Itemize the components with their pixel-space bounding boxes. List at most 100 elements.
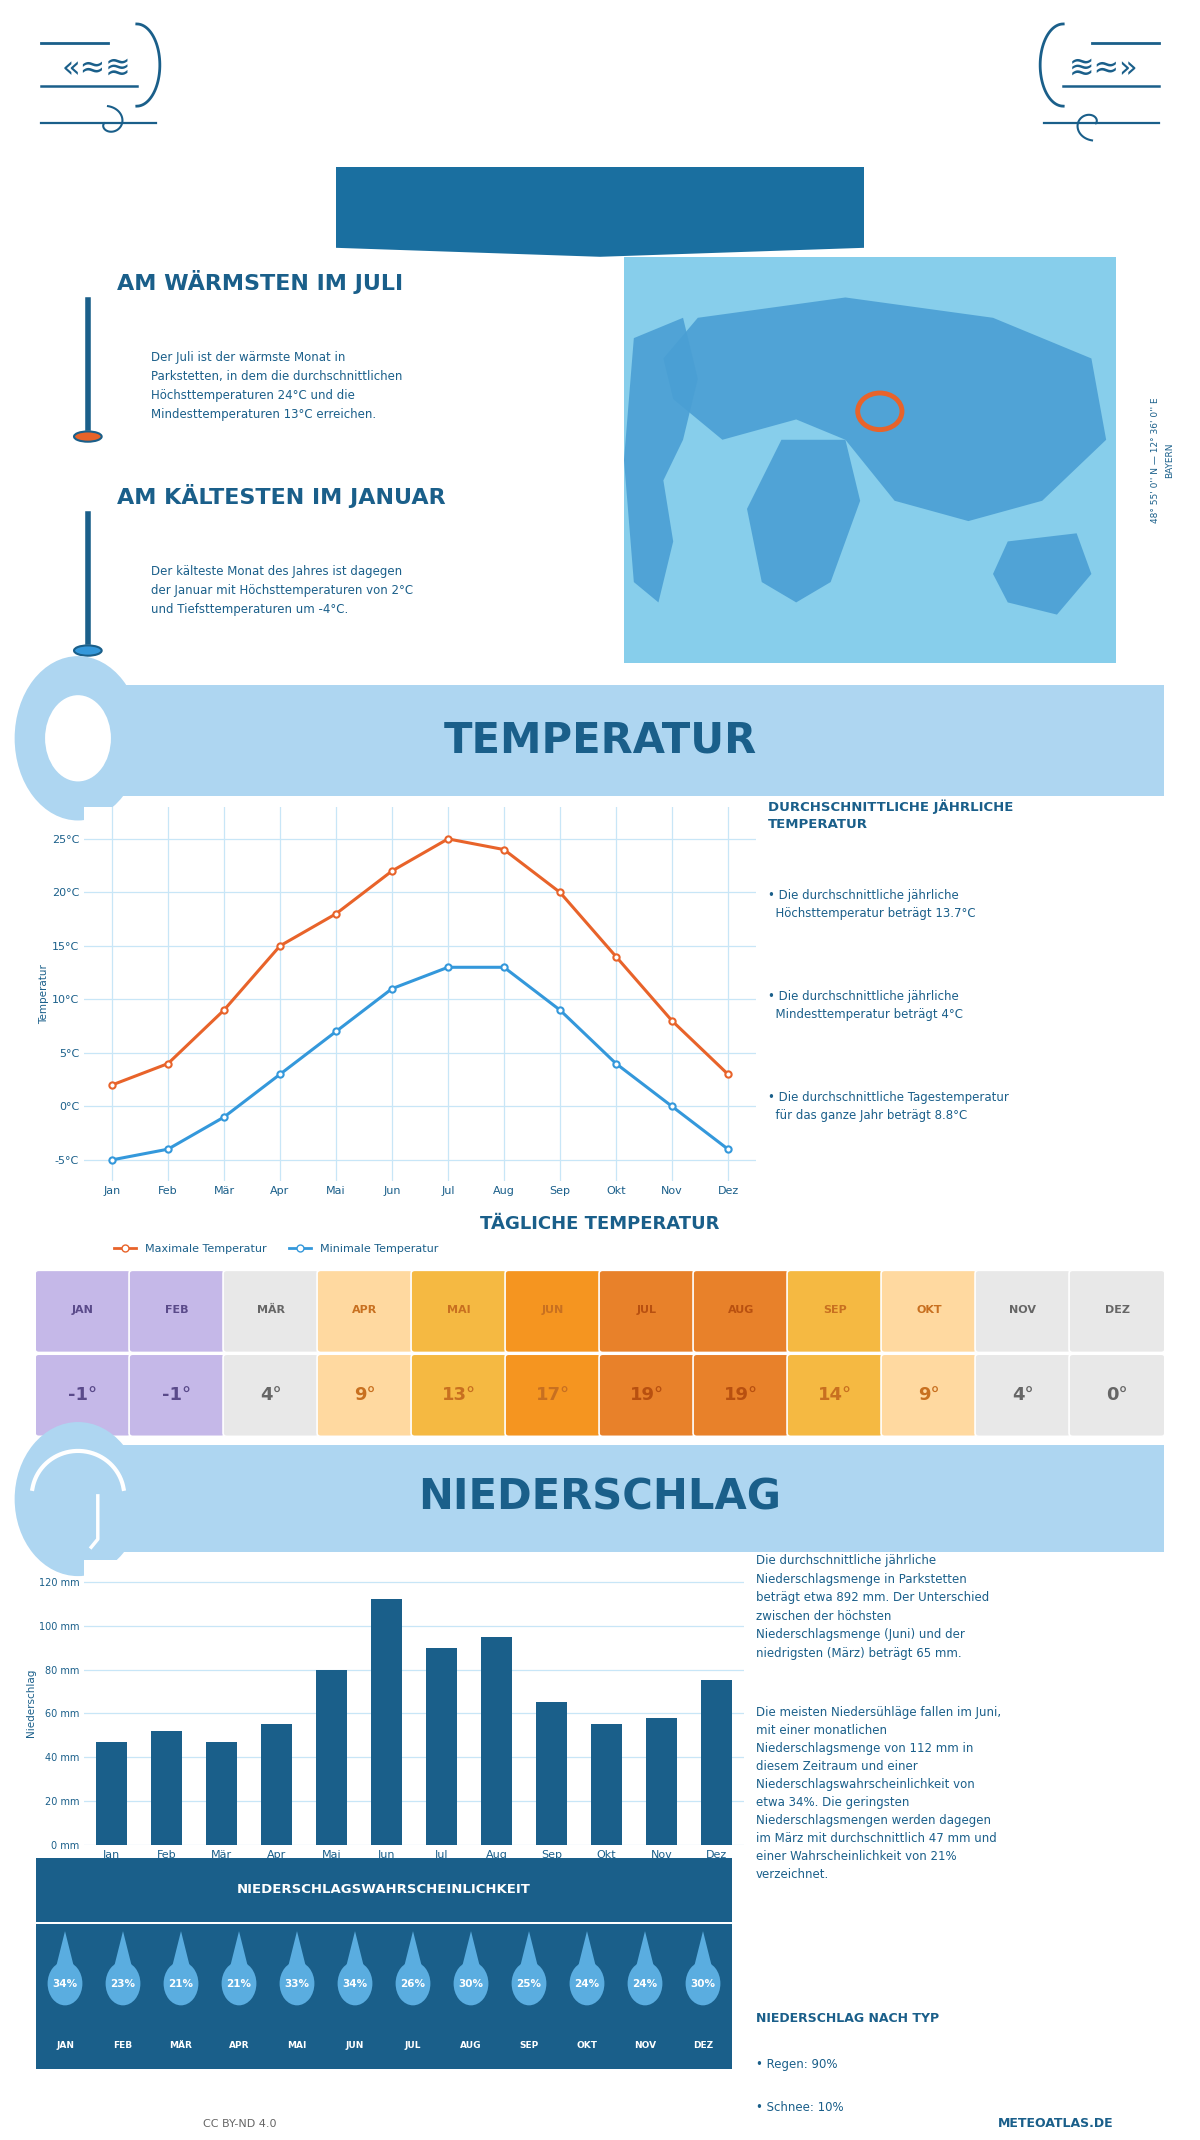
Text: 0°: 0° — [1106, 1387, 1128, 1404]
Bar — [262, 1725, 292, 1845]
FancyBboxPatch shape — [317, 1355, 413, 1436]
Polygon shape — [691, 1930, 715, 1980]
Text: • Die durchschnittliche jährliche
  Höchsttemperatur beträgt 13.7°C: • Die durchschnittliche jährliche Höchst… — [768, 890, 976, 920]
FancyBboxPatch shape — [13, 1442, 1187, 1554]
Text: MÄR: MÄR — [169, 2042, 192, 2050]
Text: AUG: AUG — [461, 2042, 481, 2050]
Circle shape — [106, 1962, 140, 2005]
Circle shape — [628, 1962, 662, 2005]
Circle shape — [163, 1962, 198, 2005]
Circle shape — [396, 1962, 431, 2005]
Bar — [426, 1648, 457, 1845]
Text: JUN: JUN — [542, 1305, 564, 1314]
Text: 13°: 13° — [442, 1387, 476, 1404]
Text: DEUTSCHLAND: DEUTSCHLAND — [542, 133, 658, 148]
Polygon shape — [746, 441, 860, 603]
Circle shape — [14, 657, 142, 820]
Text: PARKSTETTEN: PARKSTETTEN — [356, 30, 844, 90]
FancyBboxPatch shape — [22, 1855, 746, 1924]
Bar — [592, 1725, 622, 1845]
Text: 34%: 34% — [53, 1980, 78, 1988]
Text: 30%: 30% — [458, 1980, 484, 1988]
Text: JAN: JAN — [72, 1305, 94, 1314]
Polygon shape — [227, 1930, 251, 1980]
Text: 19°: 19° — [724, 1387, 758, 1404]
Text: JUN: JUN — [346, 2042, 364, 2050]
Text: CC BY-ND 4.0: CC BY-ND 4.0 — [203, 2119, 277, 2129]
Text: JUL: JUL — [637, 1305, 658, 1314]
Bar — [206, 1742, 236, 1845]
Text: 19°: 19° — [630, 1387, 664, 1404]
FancyBboxPatch shape — [223, 1355, 319, 1436]
Bar — [536, 1701, 566, 1845]
Text: DEZ: DEZ — [1104, 1305, 1129, 1314]
FancyBboxPatch shape — [881, 1271, 977, 1352]
Text: NIEDERSCHLAG: NIEDERSCHLAG — [419, 1477, 781, 1519]
Circle shape — [43, 693, 113, 783]
Text: 21%: 21% — [227, 1980, 252, 1988]
Text: NIEDERSCHLAGSWAHRSCHEINLICHKEIT: NIEDERSCHLAGSWAHRSCHEINLICHKEIT — [238, 1883, 530, 1896]
Polygon shape — [169, 1930, 193, 1980]
Text: • Die durchschnittliche jährliche
  Mindesttemperatur beträgt 4°C: • Die durchschnittliche jährliche Mindes… — [768, 991, 964, 1021]
FancyBboxPatch shape — [223, 1271, 319, 1352]
Bar — [317, 1669, 347, 1845]
FancyBboxPatch shape — [317, 1271, 413, 1352]
Polygon shape — [994, 533, 1092, 614]
Text: NOV: NOV — [1009, 1305, 1037, 1314]
Text: MAI: MAI — [448, 1305, 470, 1314]
Text: 4°: 4° — [260, 1387, 282, 1404]
FancyBboxPatch shape — [787, 1355, 883, 1436]
Bar — [151, 1731, 181, 1845]
Polygon shape — [53, 1930, 77, 1980]
Text: FEB: FEB — [166, 1305, 188, 1314]
Text: 24%: 24% — [575, 1980, 600, 1988]
Polygon shape — [336, 167, 864, 257]
Text: TÄGLICHE TEMPERATUR: TÄGLICHE TEMPERATUR — [480, 1216, 720, 1233]
Circle shape — [454, 1962, 488, 2005]
FancyBboxPatch shape — [1069, 1355, 1165, 1436]
Circle shape — [48, 1962, 83, 2005]
FancyBboxPatch shape — [13, 683, 1187, 798]
Circle shape — [14, 1421, 142, 1575]
Circle shape — [74, 646, 102, 655]
Circle shape — [74, 432, 102, 441]
Text: SEP: SEP — [520, 2042, 539, 2050]
FancyBboxPatch shape — [599, 1271, 695, 1352]
FancyBboxPatch shape — [787, 1271, 883, 1352]
Polygon shape — [401, 1930, 425, 1980]
FancyBboxPatch shape — [505, 1271, 601, 1352]
Circle shape — [222, 1962, 257, 2005]
Text: Die meisten Niedersühläge fallen im Juni,
mit einer monatlichen
Niederschlagsmen: Die meisten Niedersühläge fallen im Juni… — [756, 1706, 1001, 1881]
Text: DURCHSCHNITTLICHE JÄHRLICHE
TEMPERATUR: DURCHSCHNITTLICHE JÄHRLICHE TEMPERATUR — [768, 798, 1013, 830]
FancyBboxPatch shape — [599, 1355, 695, 1436]
Text: 17°: 17° — [536, 1387, 570, 1404]
Text: 34%: 34% — [342, 1980, 367, 1988]
Polygon shape — [632, 1930, 658, 1980]
FancyBboxPatch shape — [35, 1271, 131, 1352]
Text: 26%: 26% — [401, 1980, 426, 1988]
FancyBboxPatch shape — [694, 1355, 788, 1436]
FancyBboxPatch shape — [976, 1355, 1070, 1436]
Legend: Maximale Temperatur, Minimale Temperatur: Maximale Temperatur, Minimale Temperatur — [109, 1239, 443, 1258]
Text: • Die durchschnittliche Tagestemperatur
  für das ganze Jahr beträgt 8.8°C: • Die durchschnittliche Tagestemperatur … — [768, 1091, 1009, 1121]
Text: «≈≋: «≈≋ — [61, 54, 131, 83]
Text: TEMPERATUR: TEMPERATUR — [443, 719, 757, 762]
Text: Die durchschnittliche jährliche
Niederschlagsmenge in Parkstetten
beträgt etwa 8: Die durchschnittliche jährliche Niedersc… — [756, 1554, 989, 1661]
FancyBboxPatch shape — [130, 1271, 224, 1352]
Text: DEZ: DEZ — [692, 2042, 713, 2050]
Bar — [96, 1742, 127, 1845]
Text: APR: APR — [229, 2042, 250, 2050]
Text: Der Juli ist der wärmste Monat in
Parkstetten, in dem die durchschnittlichen
Höc: Der Juli ist der wärmste Monat in Parkst… — [151, 351, 402, 422]
FancyBboxPatch shape — [505, 1355, 601, 1436]
Text: 21%: 21% — [168, 1980, 193, 1988]
Text: SEP: SEP — [823, 1305, 847, 1314]
Text: JAN: JAN — [56, 2042, 74, 2050]
Polygon shape — [343, 1930, 367, 1980]
Text: AM KÄLTESTEN IM JANUAR: AM KÄLTESTEN IM JANUAR — [116, 484, 445, 507]
Bar — [371, 1599, 402, 1845]
Text: ≋≈»: ≋≈» — [1069, 54, 1139, 83]
Text: METEOATLAS.DE: METEOATLAS.DE — [998, 2116, 1114, 2131]
FancyBboxPatch shape — [619, 253, 1121, 668]
Text: 14°: 14° — [818, 1387, 852, 1404]
Text: Der kälteste Monat des Jahres ist dagegen
der Januar mit Höchsttemperaturen von : Der kälteste Monat des Jahres ist dagege… — [151, 565, 413, 616]
